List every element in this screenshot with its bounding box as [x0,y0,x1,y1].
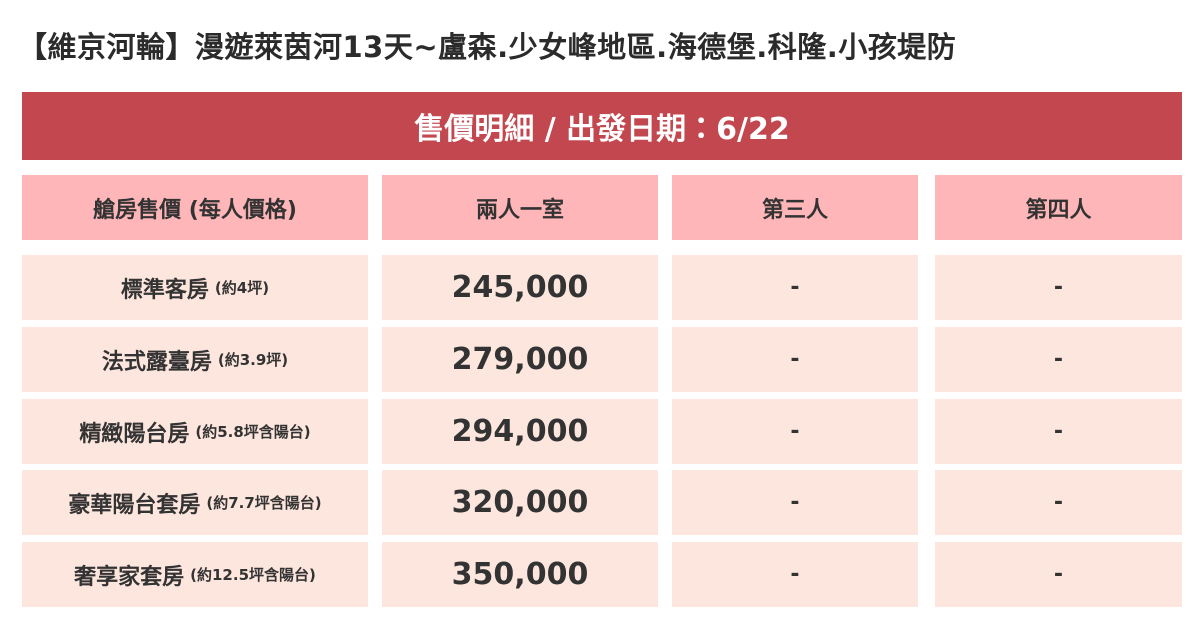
price-cell: - [672,542,918,607]
column-header: 第三人 [672,175,918,240]
room-size-note: (約7.7坪含陽台) [206,494,322,512]
price-cell: - [935,542,1182,607]
room-size-note: (約3.9坪) [217,351,289,369]
price-cell: - [935,470,1182,535]
price-cell: 320,000 [382,470,658,535]
column-header: 兩人一室 [382,175,658,240]
room-type-cell: 豪華陽台套房 (約7.7坪含陽台) [22,470,368,535]
price-cell: 279,000 [382,327,658,392]
price-cell: - [935,255,1182,320]
price-cell: - [935,327,1182,392]
room-type-cell: 法式露臺房 (約3.9坪) [22,327,368,392]
room-type-cell: 標準客房 (約4坪) [22,255,368,320]
column-header: 第四人 [935,175,1182,240]
room-type-cell: 精緻陽台房 (約5.8坪含陽台) [22,399,368,464]
room-type: 標準客房 [120,277,209,303]
banner: 售價明細 / 出發日期：6/22 [22,92,1182,160]
room-type-cell: 奢享家套房 (約12.5坪含陽台) [22,542,368,607]
room-size-note: (約5.8坪含陽台) [195,423,311,441]
room-type: 奢享家套房 [74,564,185,590]
price-cell: - [935,399,1182,464]
price-cell: - [672,327,918,392]
room-type: 豪華陽台套房 [68,492,201,518]
price-cell: 350,000 [382,542,658,607]
room-size-note: (約12.5坪含陽台) [190,566,316,584]
column-header: 艙房售價 (每人價格) [22,175,368,240]
price-cell: - [672,255,918,320]
price-cell: - [672,399,918,464]
price-cell: 294,000 [382,399,658,464]
price-cell: - [672,470,918,535]
room-size-note: (約4坪) [214,279,270,297]
price-cell: 245,000 [382,255,658,320]
room-type: 法式露臺房 [101,349,212,375]
room-type: 精緻陽台房 [79,421,190,447]
title: 【維京河輪】漫遊萊茵河13天~盧森.少女峰地區.海德堡.科隆.小孩堤防 [18,30,957,64]
